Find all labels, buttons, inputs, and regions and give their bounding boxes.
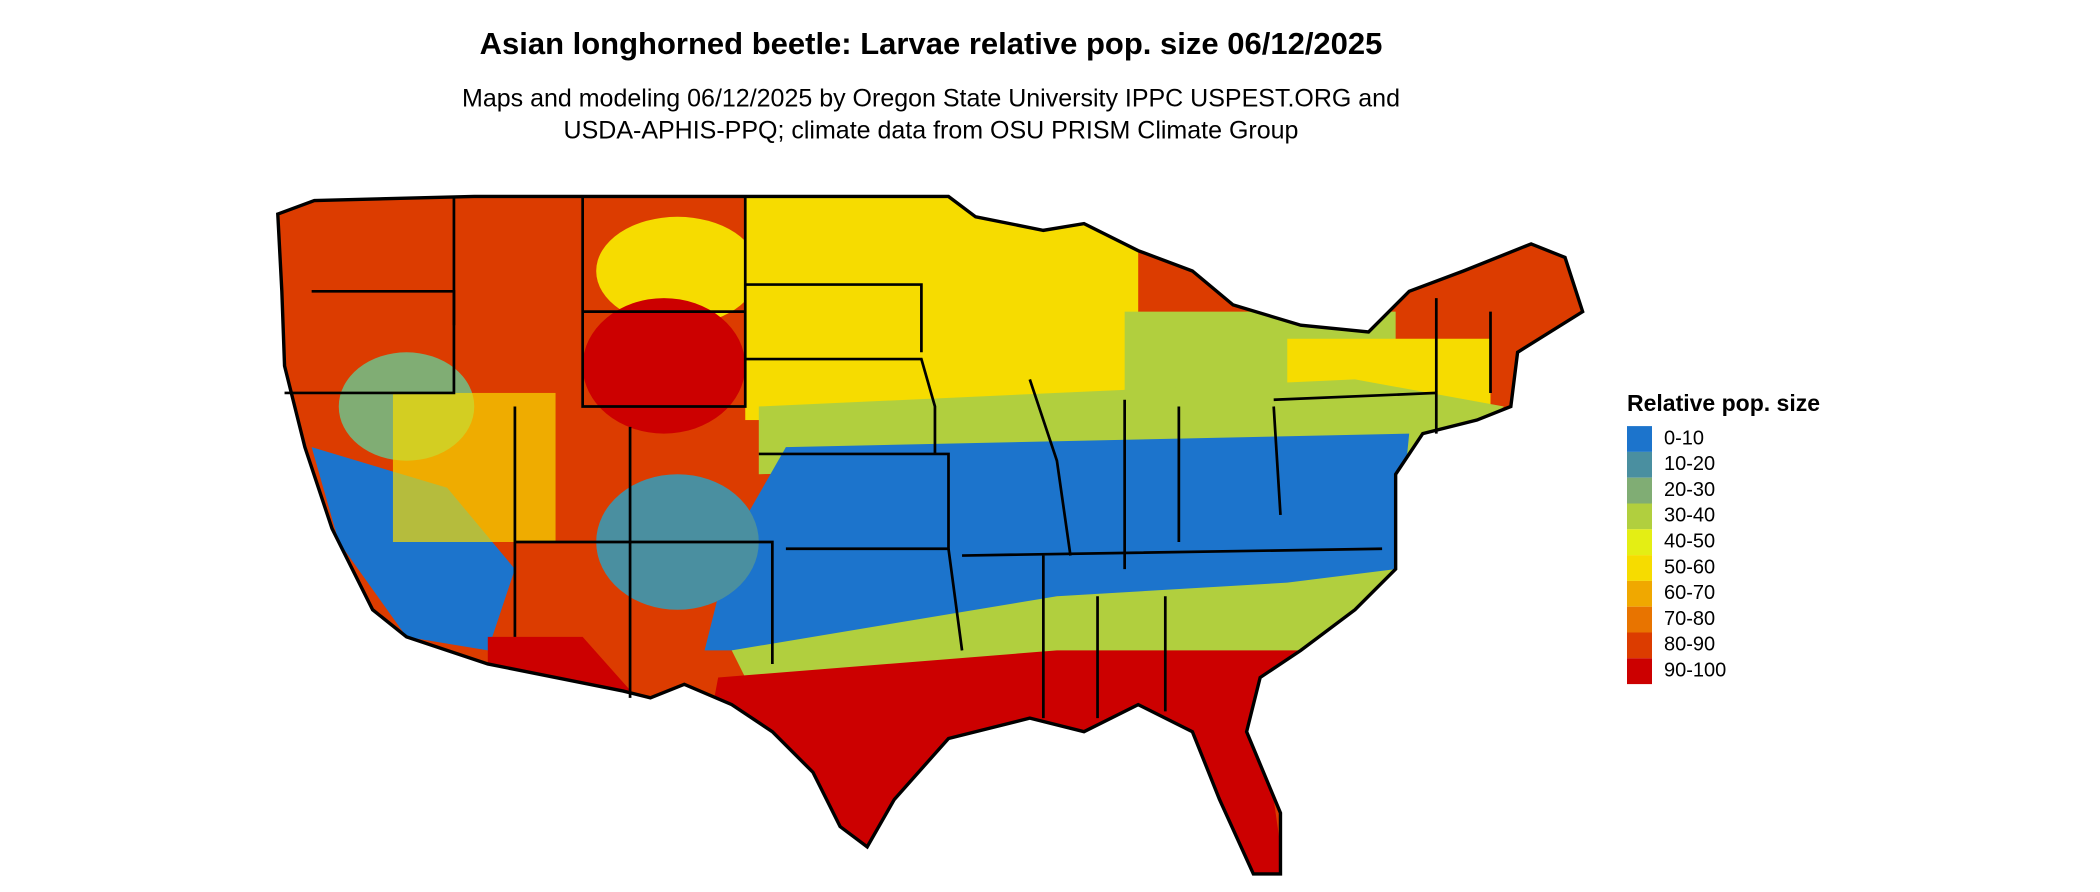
legend-label: 70-80 <box>1664 608 1715 630</box>
legend-swatch <box>1627 451 1652 478</box>
legend-swatch <box>1627 606 1652 633</box>
legend-swatch <box>1627 477 1652 504</box>
legend-swatch <box>1627 580 1652 607</box>
legend-label: 50-60 <box>1664 556 1715 578</box>
map-subtitle: Maps and modeling 06/12/2025 by Oregon S… <box>462 85 1400 113</box>
legend: Relative pop. size 0-10 10-20 20-30 30-40 40… <box>1627 390 1820 685</box>
legend-title: Relative pop. size <box>1627 390 1820 416</box>
us-map <box>276 194 1585 876</box>
legend-swatch <box>1627 658 1652 685</box>
legend-label: 0-10 <box>1664 427 1704 449</box>
legend-swatch <box>1627 529 1652 556</box>
legend-swatch <box>1627 632 1652 659</box>
legend-label: 30-40 <box>1664 505 1715 527</box>
legend-label: 10-20 <box>1664 453 1715 475</box>
map-title: Asian longhorned beetle: Larvae relative… <box>480 26 1383 61</box>
legend-swatch <box>1627 503 1652 530</box>
legend-label: 80-90 <box>1664 634 1715 656</box>
legend-swatch <box>1627 555 1652 581</box>
map-subtitle: USDA-APHIS-PPQ; climate data from OSU PR… <box>564 117 1299 145</box>
legend-swatch <box>1627 426 1652 452</box>
legend-label: 90-100 <box>1664 659 1726 681</box>
legend-label: 40-50 <box>1664 530 1715 552</box>
legend-label: 20-30 <box>1664 479 1715 501</box>
legend-label: 60-70 <box>1664 582 1715 604</box>
